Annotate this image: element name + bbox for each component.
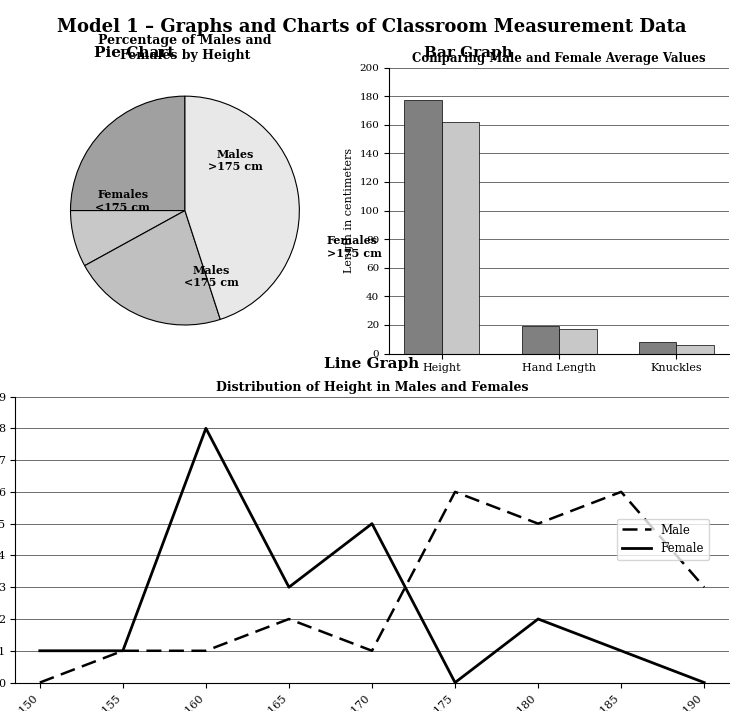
Bar [405,100,442,353]
Female [368,519,376,528]
Male [202,646,211,655]
Wedge shape [185,96,299,319]
Female [533,615,542,624]
Y-axis label: Length in centimeters: Length in centimeters [344,148,354,273]
Bar [442,122,479,353]
Male [284,615,293,624]
Text: Females
<175 cm: Females <175 cm [95,189,150,213]
Wedge shape [85,210,220,325]
Legend: Male, Female: Male, Female [617,519,709,560]
Text: Males
>175 cm: Males >175 cm [208,149,263,172]
Male [451,488,460,496]
Female [617,646,626,655]
Female [284,583,293,592]
Bar [676,345,713,353]
Male [35,678,44,687]
Male [368,646,376,655]
Text: Females
>175 cm: Females >175 cm [327,235,382,259]
Title: Percentage of Males and
Females by Height: Percentage of Males and Females by Heigh… [98,34,272,62]
Text: Males
<175 cm: Males <175 cm [184,264,239,289]
Wedge shape [71,210,185,266]
Wedge shape [71,96,185,210]
Male [617,488,626,496]
Bar [522,326,559,353]
Female [700,678,709,687]
Line: Female: Female [39,428,705,683]
Male [700,583,709,592]
Female [451,678,460,687]
Line: Male: Male [39,492,705,683]
Text: Bar Graph: Bar Graph [424,46,513,60]
Text: Line Graph: Line Graph [324,357,420,371]
Text: Pie Chart: Pie Chart [94,46,174,60]
Female [202,424,211,432]
Text: Model 1 – Graphs and Charts of Classroom Measurement Data: Model 1 – Graphs and Charts of Classroom… [57,18,687,36]
Bar [638,342,676,353]
Male [533,519,542,528]
Bar [559,329,597,353]
Female [118,646,127,655]
Male [118,646,127,655]
Female [35,646,44,655]
Title: Comparing Male and Female Average Values: Comparing Male and Female Average Values [412,52,706,65]
Title: Distribution of Height in Males and Females: Distribution of Height in Males and Fema… [216,381,528,394]
